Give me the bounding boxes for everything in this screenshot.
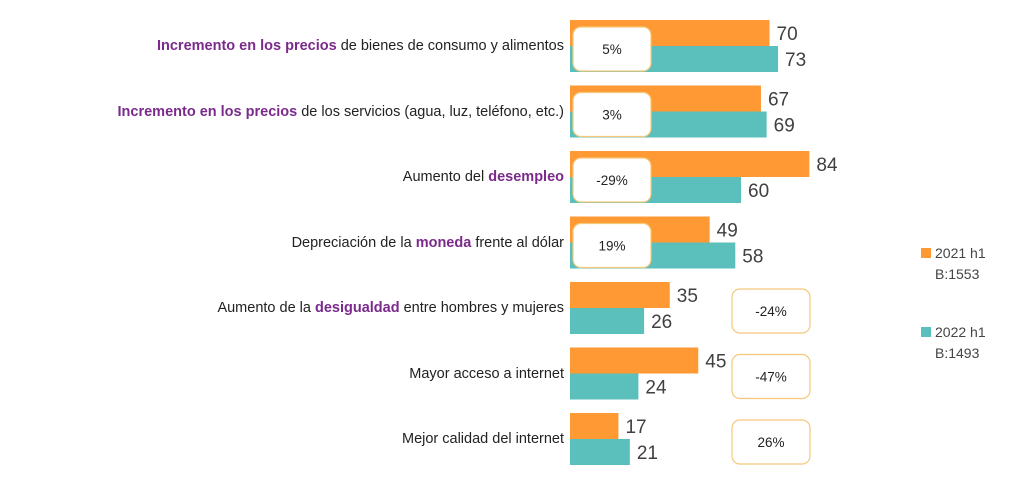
category-label-3: Aumento del desempleo: [402, 169, 564, 185]
data-label-2021-3: 84: [816, 155, 838, 176]
legend-base: B:1493: [935, 345, 980, 361]
legend-item-1: 2021 h1 B:1553: [921, 243, 986, 285]
bar-2021-7: [570, 413, 619, 439]
legend-item-2: 2022 h1 B:1493: [921, 322, 986, 364]
data-label-2022-4: 58: [742, 247, 763, 268]
bar-2021-5: [570, 282, 670, 308]
category-label-4: Depreciación de la moneda frente al dóla…: [291, 234, 564, 251]
legend-swatch: [921, 248, 931, 258]
data-label-2021-5: 35: [677, 286, 698, 307]
data-label-2022-3: 60: [748, 181, 769, 202]
legend-base: B:1553: [935, 266, 980, 282]
category-label-7: Mejor calidad del internet: [401, 431, 564, 447]
change-box-2: [572, 91, 652, 138]
data-label-2022-1: 73: [785, 50, 806, 71]
bar-2022-6: [570, 373, 639, 400]
data-label-2022-6: 24: [645, 378, 667, 399]
bar-2021-6: [570, 347, 699, 374]
change-box-5: [731, 288, 811, 334]
change-label-4: 19%: [598, 239, 625, 254]
data-label-2021-4: 49: [717, 221, 738, 242]
legend-series-name: 2022 h1: [935, 324, 986, 340]
change-box-6: [731, 353, 811, 400]
bar-2022-7: [570, 439, 630, 465]
data-label-2021-7: 17: [625, 417, 646, 438]
change-box-7: [731, 419, 811, 465]
change-box-3: [572, 157, 652, 203]
category-label-5: Aumento de la desigualdad entre hombres …: [217, 300, 564, 316]
change-box-1: [572, 26, 652, 72]
change-label-3: -29%: [596, 173, 628, 188]
change-label-5: -24%: [755, 304, 787, 319]
legend-series-name: 2021 h1: [935, 245, 986, 261]
data-label-2022-7: 21: [637, 443, 658, 464]
category-label-1: Incremento en los precios de bienes de c…: [156, 38, 564, 54]
category-label-2: Incremento en los precios de los servici…: [117, 103, 564, 120]
legend-swatch: [921, 327, 931, 337]
category-label-6: Mayor acceso a internet: [409, 365, 564, 382]
change-label-1: 5%: [602, 42, 622, 57]
data-label-2021-1: 70: [777, 24, 798, 45]
change-label-2: 3%: [602, 108, 622, 123]
data-label-2021-2: 67: [768, 90, 789, 111]
data-label-2022-5: 26: [651, 312, 672, 333]
data-label-2022-2: 69: [774, 116, 795, 137]
change-label-7: 26%: [757, 435, 784, 450]
data-label-2021-6: 45: [705, 352, 726, 373]
bar-2022-5: [570, 308, 645, 334]
change-label-6: -47%: [755, 370, 787, 385]
change-box-4: [572, 222, 652, 269]
